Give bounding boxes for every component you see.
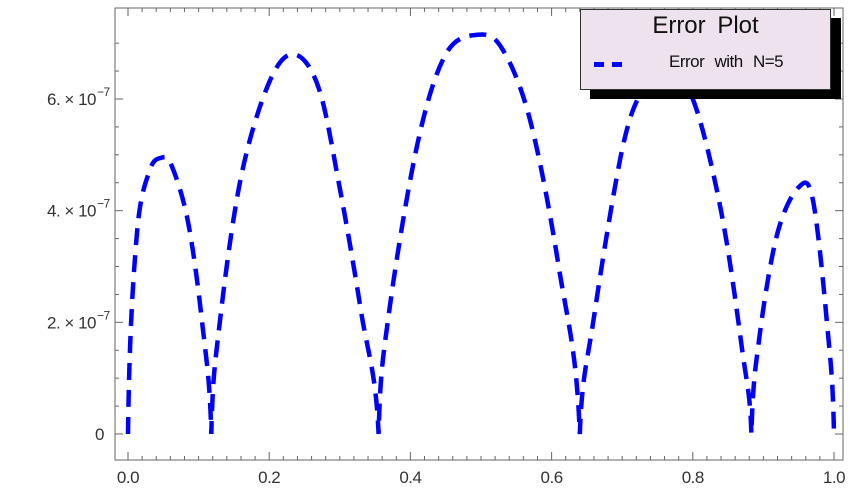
x-tick-label: 0.8	[682, 468, 704, 487]
x-tick-label: 0.0	[117, 468, 139, 487]
x-tick-label: 1.0	[823, 468, 845, 487]
y-tick-label: 0	[95, 425, 104, 444]
y-tick-label: 6. × 10	[47, 90, 96, 109]
y-tick-label: 2. × 10	[47, 313, 96, 332]
y-tick-exponent: −7	[97, 85, 111, 99]
y-tick-exponent: −7	[97, 308, 111, 322]
y-tick-label: 4. × 10	[47, 202, 96, 221]
tick-labels: 0.0 0.2 0.4 0.6 0.8 1.002. × 10 −74. × 10 −76. …	[47, 85, 846, 487]
legend-swatch-dashed-line	[594, 62, 622, 67]
x-tick-label: 0.4	[399, 468, 421, 487]
y-tick-exponent: −7	[97, 197, 111, 211]
x-tick-label: 0.2	[258, 468, 280, 487]
legend-entry-label: Error with N=5	[669, 52, 784, 71]
series-group	[125, 32, 837, 435]
legend-title: Error Plot	[652, 12, 759, 39]
series-line-error-n5	[125, 32, 837, 435]
legend: Error Plot Error with N=5	[580, 9, 831, 90]
plot-frame	[114, 7, 844, 461]
x-tick-label: 0.6	[541, 468, 563, 487]
axes	[114, 7, 844, 461]
tick-marks	[115, 8, 843, 460]
